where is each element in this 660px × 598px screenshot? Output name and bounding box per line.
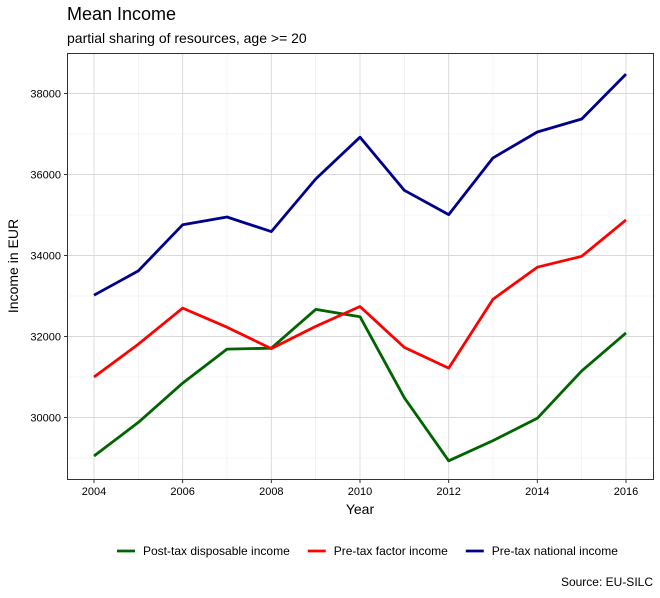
legend-label: Pre-tax factor income [334, 544, 448, 558]
y-axis: 30000 32000 34000 36000 38000 [30, 89, 68, 425]
series-line-1 [93, 307, 627, 463]
grid [68, 54, 653, 479]
series-line-2 [93, 218, 627, 379]
x-tick-label: 2006 [170, 486, 194, 498]
legend-label: Post-tax disposable income [143, 544, 290, 558]
plot-panel-border [67, 53, 654, 480]
x-tick-label: 2016 [614, 486, 638, 498]
legend-item: Post-tax disposable income [117, 544, 290, 558]
x-tick-label: 2014 [525, 486, 549, 498]
y-tick-label: 32000 [30, 332, 61, 344]
source-caption: Source: EU-SILC [560, 575, 653, 589]
y-axis-title: Income in EUR [5, 219, 21, 313]
y-tick-label: 38000 [30, 89, 61, 101]
legend-item: Pre-tax factor income [307, 544, 448, 558]
x-axis: 2004 2006 2008 2010 2012 2014 2016 [82, 479, 638, 498]
x-tick-label: 2004 [82, 486, 106, 498]
x-tick-label: 2012 [436, 486, 460, 498]
y-tick-label: 30000 [30, 413, 61, 425]
legend-label: Pre-tax national income [492, 544, 618, 558]
series-lines [93, 73, 627, 463]
y-tick-label: 34000 [30, 251, 61, 263]
chart-title: Mean Income [67, 4, 177, 24]
x-tick-label: 2008 [259, 486, 283, 498]
legend-item: Pre-tax national income [465, 544, 618, 558]
y-tick-label: 36000 [30, 170, 61, 182]
x-tick-label: 2010 [348, 486, 372, 498]
series-line-3 [93, 73, 627, 297]
chart-subtitle: partial sharing of resources, age >= 20 [67, 30, 307, 46]
x-axis-title: Year [346, 501, 375, 517]
legend: Post-tax disposable income Pre-tax factor… [117, 544, 618, 558]
